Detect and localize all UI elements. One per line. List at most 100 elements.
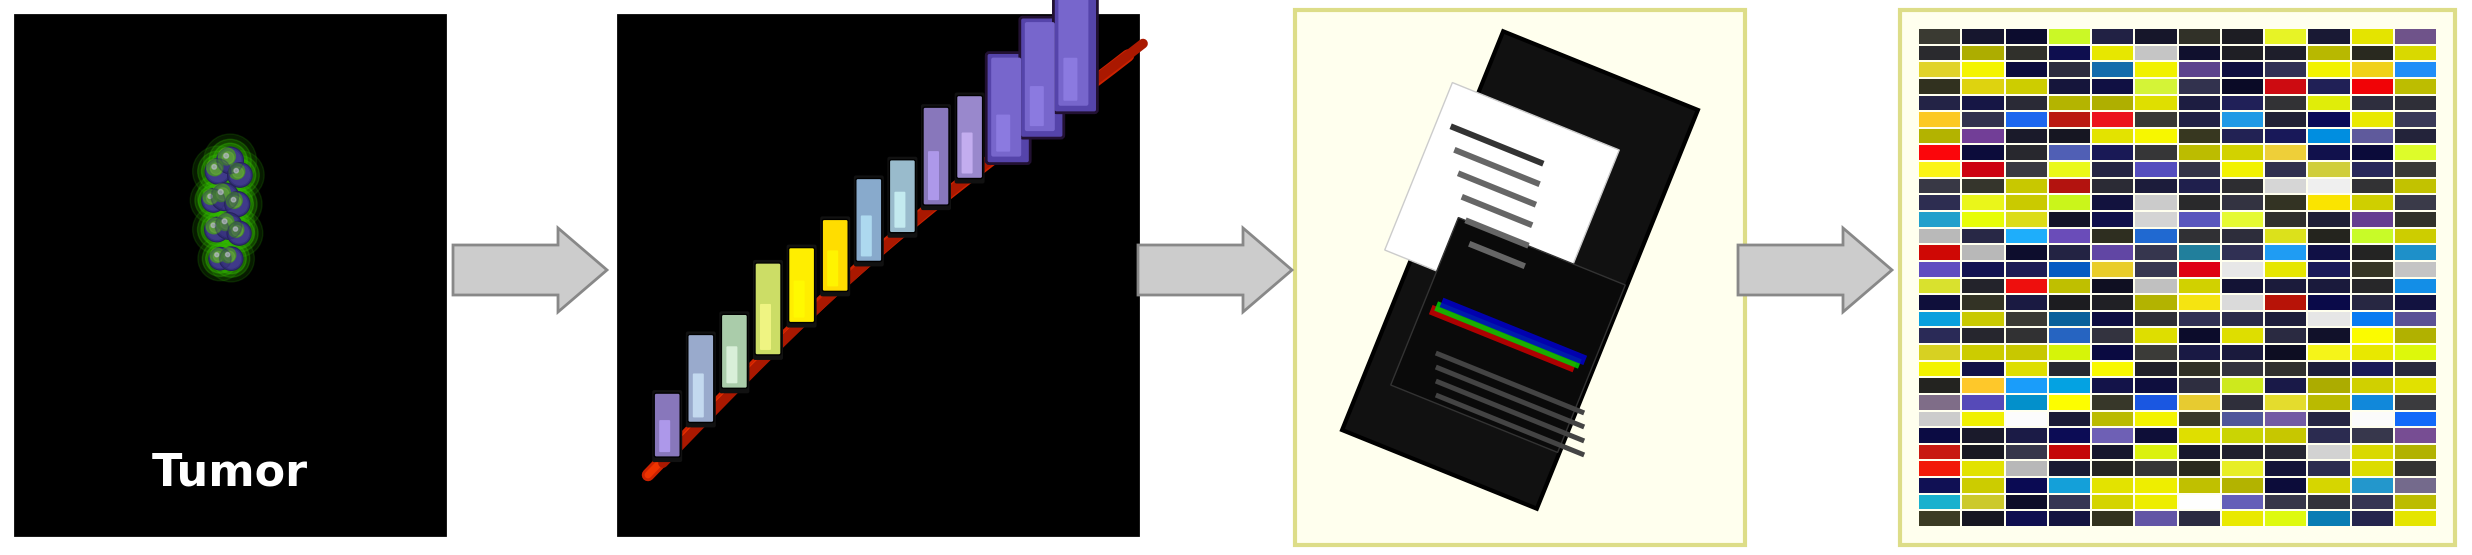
Bar xyxy=(2091,495,2133,509)
Circle shape xyxy=(208,161,227,181)
Bar xyxy=(2222,279,2262,293)
Bar xyxy=(2395,262,2435,276)
Bar xyxy=(2005,279,2047,293)
Bar xyxy=(1963,412,2002,426)
Bar xyxy=(2178,162,2220,176)
Bar xyxy=(2178,428,2220,443)
Circle shape xyxy=(205,218,227,241)
Bar xyxy=(1918,195,1960,210)
FancyBboxPatch shape xyxy=(786,245,816,327)
Bar xyxy=(2309,379,2348,393)
Bar xyxy=(2351,412,2393,426)
FancyBboxPatch shape xyxy=(1063,58,1078,101)
Bar xyxy=(2395,345,2435,360)
Bar xyxy=(2136,179,2175,193)
Circle shape xyxy=(227,163,252,187)
Bar xyxy=(2091,129,2133,143)
Bar xyxy=(2005,95,2047,110)
Bar xyxy=(1918,395,1960,410)
Bar xyxy=(2264,445,2306,460)
Bar xyxy=(2049,145,2089,160)
Bar xyxy=(1918,478,1960,493)
Bar xyxy=(2264,179,2306,193)
Bar xyxy=(2222,511,2262,526)
Bar xyxy=(2178,345,2220,360)
Circle shape xyxy=(230,164,252,186)
Bar xyxy=(2091,112,2133,127)
Circle shape xyxy=(220,247,242,270)
Bar xyxy=(2395,245,2435,260)
Bar xyxy=(2136,212,2175,226)
Bar xyxy=(2222,145,2262,160)
FancyBboxPatch shape xyxy=(1053,0,1098,113)
FancyBboxPatch shape xyxy=(927,151,939,200)
Bar xyxy=(2091,461,2133,476)
Bar xyxy=(2309,362,2348,376)
Bar xyxy=(2178,511,2220,526)
Bar xyxy=(2222,428,2262,443)
Bar xyxy=(2136,245,2175,260)
Bar xyxy=(2049,129,2089,143)
Bar xyxy=(2351,29,2393,44)
Bar xyxy=(2351,279,2393,293)
Bar xyxy=(2264,62,2306,77)
Circle shape xyxy=(227,163,252,187)
Circle shape xyxy=(222,218,255,249)
Bar xyxy=(2178,95,2220,110)
Bar xyxy=(1963,129,2002,143)
Bar xyxy=(2395,295,2435,310)
Bar xyxy=(1918,245,1960,260)
Bar xyxy=(2136,379,2175,393)
Circle shape xyxy=(195,182,232,219)
Bar xyxy=(2264,312,2306,326)
Bar xyxy=(1918,295,1960,310)
Bar xyxy=(2136,79,2175,94)
Circle shape xyxy=(225,191,250,216)
Circle shape xyxy=(230,163,245,179)
Bar xyxy=(2222,229,2262,243)
Bar xyxy=(2309,129,2348,143)
Bar xyxy=(1963,445,2002,460)
Bar xyxy=(2309,495,2348,509)
Polygon shape xyxy=(1449,124,1545,166)
Circle shape xyxy=(225,191,250,216)
Bar xyxy=(2309,428,2348,443)
Bar xyxy=(2395,212,2435,226)
Bar xyxy=(1918,495,1960,509)
Circle shape xyxy=(213,240,250,278)
Bar xyxy=(2091,229,2133,243)
Bar xyxy=(2136,229,2175,243)
Bar xyxy=(1963,245,2002,260)
Circle shape xyxy=(203,241,237,276)
Bar xyxy=(1963,229,2002,243)
Bar xyxy=(2222,362,2262,376)
Bar xyxy=(2178,179,2220,193)
Circle shape xyxy=(210,183,240,210)
FancyBboxPatch shape xyxy=(754,260,784,360)
Circle shape xyxy=(215,244,247,274)
Bar xyxy=(2264,112,2306,127)
Bar xyxy=(2351,212,2393,226)
Bar xyxy=(1963,511,2002,526)
Bar xyxy=(2178,229,2220,243)
FancyBboxPatch shape xyxy=(986,53,1031,164)
FancyBboxPatch shape xyxy=(855,179,883,261)
Polygon shape xyxy=(1454,147,1540,187)
Bar xyxy=(2005,461,2047,476)
Bar xyxy=(1918,362,1960,376)
Bar xyxy=(1963,362,2002,376)
Bar xyxy=(2264,279,2306,293)
Bar xyxy=(2264,162,2306,176)
Bar xyxy=(2309,279,2348,293)
Bar xyxy=(2049,195,2089,210)
FancyBboxPatch shape xyxy=(660,420,670,452)
Circle shape xyxy=(227,222,250,244)
Circle shape xyxy=(218,215,240,236)
Bar xyxy=(2049,245,2089,260)
Bar xyxy=(2395,445,2435,460)
Circle shape xyxy=(203,199,255,253)
Bar xyxy=(2264,362,2306,376)
Bar xyxy=(1918,95,1960,110)
Bar xyxy=(2351,445,2393,460)
Circle shape xyxy=(220,247,242,270)
